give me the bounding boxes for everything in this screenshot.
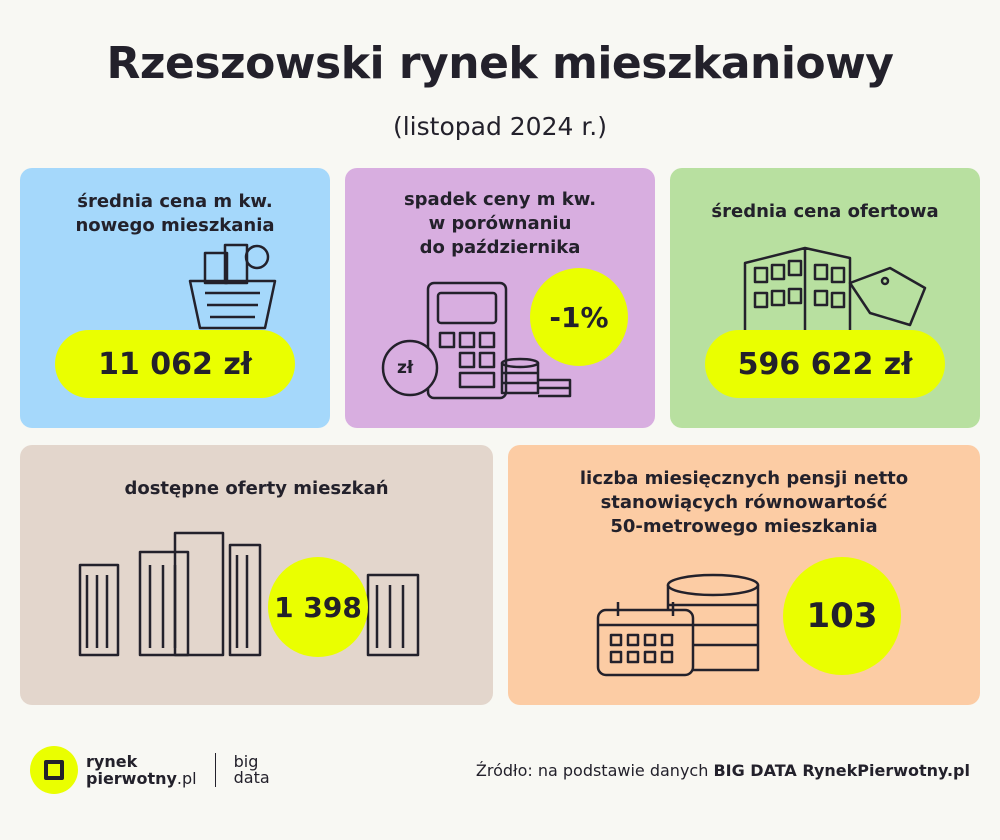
- logo-divider: [214, 753, 216, 787]
- card-price-change: spadek ceny m kw. w porównaniu do paździ…: [345, 168, 655, 428]
- partner-logo-text: data: [233, 768, 270, 787]
- source-note: Źródło: na podstawie danych BIG DATA Ryn…: [476, 761, 970, 780]
- rynekpierwotny-logo[interactable]: rynek pierwotny.pl big data: [30, 745, 270, 795]
- shopping-basket-buildings-icon: [188, 243, 277, 330]
- value-circle: -1%: [530, 268, 628, 366]
- page-title: Rzeszowski rynek mieszkaniowy: [106, 38, 894, 89]
- source-prefix: Źródło: na podstawie danych: [475, 761, 714, 780]
- partner-logo-text: big: [233, 752, 259, 771]
- card-avg-offer-price: średnia cena ofertowa 596 622 zł: [670, 168, 980, 428]
- card-label: spadek ceny m kw.: [403, 189, 597, 210]
- card-label: do października: [419, 237, 581, 258]
- value-pill: 596 622 zł: [705, 330, 945, 398]
- calendar-coins-icon: [596, 573, 760, 677]
- logo-text: rynek: [86, 752, 138, 771]
- calculator-coins-icon: [381, 281, 572, 400]
- card-label: 50-metrowego mieszkania: [610, 516, 878, 537]
- card-label: liczba miesięcznych pensji netto: [579, 468, 909, 489]
- page-subtitle: (listopad 2024 r.): [392, 112, 608, 141]
- logo-text: pierwotny: [86, 769, 177, 788]
- logo-mark-icon: [30, 746, 78, 794]
- card-available-offers: dostępne oferty mieszkań 1 398: [20, 445, 493, 705]
- card-label: nowego mieszkania: [75, 215, 275, 236]
- logo-tld: .pl: [176, 769, 197, 788]
- value-pill: 11 062 zł: [55, 330, 295, 398]
- building-price-tag-icon: [743, 246, 927, 335]
- city-buildings-icon: [78, 531, 420, 657]
- card-label: stanowiących równowartość: [600, 492, 888, 513]
- card-label: w porównaniu: [428, 213, 572, 234]
- card-label: dostępne oferty mieszkań: [124, 478, 389, 499]
- card-label: średnia cena m kw.: [77, 191, 273, 212]
- card-salaries-equivalent: liczba miesięcznych pensji netto stanowi…: [508, 445, 980, 705]
- card-avg-price-sqm: średnia cena m kw. nowego mieszkania 11 …: [20, 168, 330, 428]
- source-name: BIG DATA RynekPierwotny.pl: [713, 761, 970, 780]
- value-circle: 103: [783, 557, 901, 675]
- value-circle: 1 398: [268, 557, 368, 657]
- coin-label: zł: [397, 358, 414, 378]
- card-label: średnia cena ofertowa: [711, 201, 939, 222]
